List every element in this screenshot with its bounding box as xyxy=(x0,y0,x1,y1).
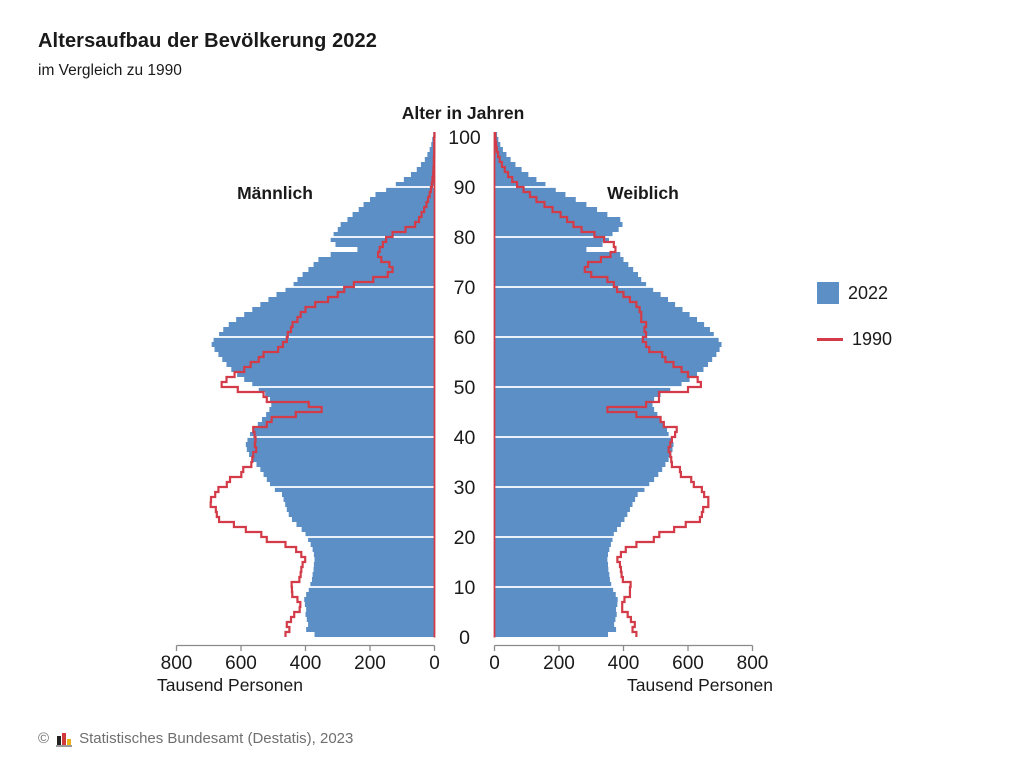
destatis-logo-icon xyxy=(56,731,73,747)
source-text: Statistisches Bundesamt (Destatis), 2023 xyxy=(79,730,354,747)
legend-item-1990: 1990 xyxy=(817,328,937,350)
svg-text:400: 400 xyxy=(608,653,640,674)
svg-text:0: 0 xyxy=(489,653,500,674)
copyright-symbol: © xyxy=(38,730,50,747)
svg-text:400: 400 xyxy=(290,653,322,674)
svg-text:200: 200 xyxy=(354,653,386,674)
svg-text:70: 70 xyxy=(454,277,476,299)
decade-gridlines xyxy=(160,186,770,588)
x-axis-unit-label-right: Tausend Personen xyxy=(627,675,773,695)
bars-female-2022 xyxy=(494,132,722,637)
svg-text:30: 30 xyxy=(454,477,476,499)
svg-text:800: 800 xyxy=(737,653,769,674)
line-male-1990 xyxy=(209,132,436,637)
x-axis-unit-label-left: Tausend Personen xyxy=(157,675,303,695)
legend-swatch-1990-line xyxy=(817,337,843,341)
center-axis-lines xyxy=(433,132,496,638)
svg-text:600: 600 xyxy=(225,653,257,674)
legend: 2022 1990 xyxy=(817,282,937,374)
svg-text:10: 10 xyxy=(454,577,476,599)
male-side-label: Männlich xyxy=(237,183,313,203)
svg-text:90: 90 xyxy=(454,177,476,199)
svg-text:80: 80 xyxy=(454,227,476,249)
page-subtitle: im Vergleich zu 1990 xyxy=(38,62,182,79)
legend-label-1990: 1990 xyxy=(852,328,893,349)
svg-text:60: 60 xyxy=(454,327,476,349)
svg-text:100: 100 xyxy=(448,127,481,149)
age-tick-labels: 0 10 20 30 40 50 60 70 80 90 100 xyxy=(448,127,481,649)
svg-text:50: 50 xyxy=(454,377,476,399)
legend-item-2022: 2022 xyxy=(817,282,937,304)
svg-text:40: 40 xyxy=(454,427,476,449)
page-title: Altersaufbau der Bevölkerung 2022 xyxy=(38,30,377,52)
svg-text:800: 800 xyxy=(161,653,193,674)
svg-text:20: 20 xyxy=(454,527,476,549)
svg-text:0: 0 xyxy=(429,653,440,674)
age-axis-title: Alter in Jahren xyxy=(401,103,525,123)
svg-text:600: 600 xyxy=(672,653,704,674)
svg-text:0: 0 xyxy=(459,627,470,649)
svg-text:200: 200 xyxy=(543,653,575,674)
line-female-1990 xyxy=(494,132,710,637)
legend-label-2022: 2022 xyxy=(848,282,889,303)
value-axes: 0 0 200 200 400 400 600 600 800 800 xyxy=(161,644,769,674)
bars-male-2022 xyxy=(211,132,435,637)
female-side-label: Weiblich xyxy=(607,183,679,203)
source-note: © Statistisches Bundesamt (Destatis), 20… xyxy=(38,730,353,747)
legend-swatch-2022-bar xyxy=(817,282,839,304)
